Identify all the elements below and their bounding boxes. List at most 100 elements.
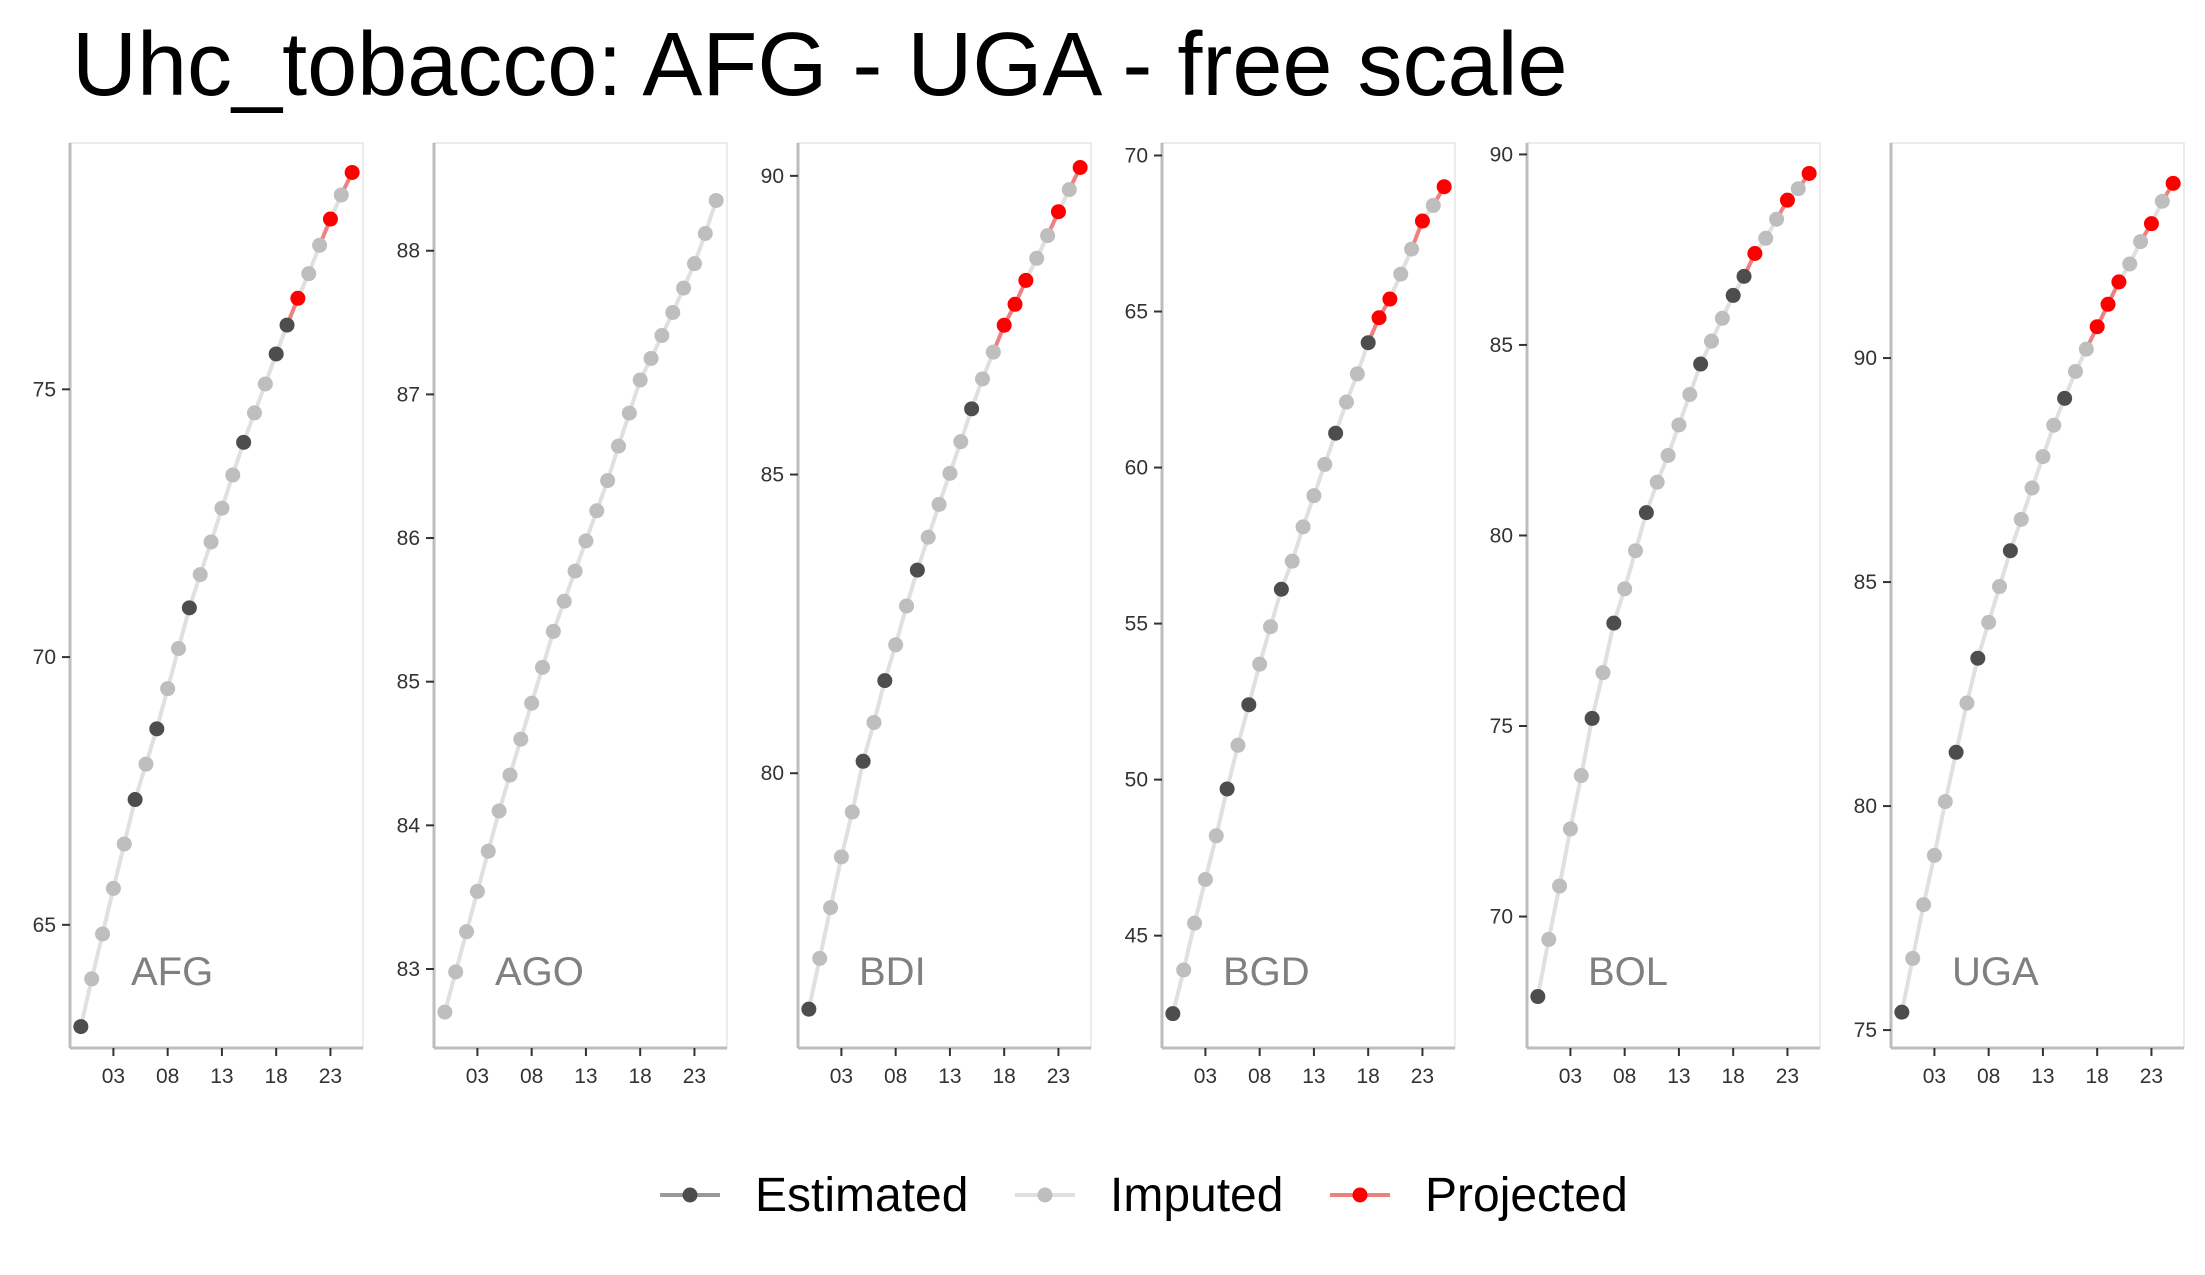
- data-point-imputed: [491, 803, 507, 819]
- y-tick-label: 85: [761, 464, 784, 487]
- data-point-imputed: [105, 880, 121, 896]
- data-point-imputed: [171, 641, 187, 657]
- data-point-estimated: [279, 317, 295, 333]
- data-point-imputed: [1992, 579, 2008, 595]
- y-tick-label: 90: [1854, 347, 1877, 370]
- data-point-imputed: [686, 256, 702, 272]
- panel-label: AGO: [495, 950, 584, 994]
- data-point-projected: [2165, 175, 2181, 191]
- data-point-imputed: [567, 563, 583, 579]
- y-tick-label: 75: [1854, 1019, 1877, 1042]
- y-tick-label: 55: [1125, 613, 1148, 636]
- panel-uga: 75 80 85 90 03 08 13 18 23 UGA: [1854, 142, 2185, 1088]
- data-point-projected: [2143, 216, 2159, 232]
- series-line-segment: [1568, 773, 1584, 831]
- x-tick-label: 13: [574, 1065, 597, 1088]
- data-point-imputed: [1552, 878, 1568, 894]
- data-point-imputed: [1306, 488, 1322, 504]
- data-point-imputed: [203, 534, 219, 550]
- panel-border: [797, 142, 1092, 1049]
- y-tick-label: 87: [397, 383, 420, 406]
- data-point-estimated: [181, 600, 197, 616]
- data-point-imputed: [448, 964, 464, 980]
- y-tick-label: 75: [1490, 715, 1513, 738]
- x-tick-label: 23: [319, 1065, 342, 1088]
- x-tick-label: 03: [102, 1065, 125, 1088]
- series-line-segment: [1203, 833, 1219, 882]
- series-line-segment: [817, 905, 833, 961]
- data-point-imputed: [1349, 366, 1365, 382]
- data-point-projected: [1072, 159, 1088, 175]
- data-point-imputed: [1252, 656, 1268, 672]
- data-point-imputed: [257, 376, 273, 392]
- data-point-imputed: [2122, 256, 2138, 272]
- x-tick-label: 23: [1047, 1065, 1070, 1088]
- data-point-imputed: [942, 465, 958, 481]
- data-point-estimated: [801, 1001, 817, 1017]
- data-point-imputed: [160, 681, 176, 697]
- data-point-imputed: [1573, 768, 1589, 784]
- data-point-imputed: [1425, 197, 1441, 213]
- panel-border: [1526, 142, 1821, 1049]
- data-point-imputed: [931, 496, 947, 512]
- x-tick-label: 03: [1923, 1065, 1946, 1088]
- data-point-imputed: [1595, 665, 1611, 681]
- data-point-projected: [322, 211, 338, 227]
- data-point-projected: [1747, 246, 1763, 262]
- panel-bgd: 45 50 55 60 65 70 03 08 13 18 23 BGD: [1125, 142, 1456, 1088]
- data-point-estimated: [1638, 505, 1654, 521]
- data-point-estimated: [855, 753, 871, 769]
- data-point-imputed: [524, 695, 540, 711]
- y-tick-label: 88: [397, 240, 420, 263]
- data-point-imputed: [2046, 417, 2062, 433]
- data-point-imputed: [84, 971, 100, 987]
- y-tick-label: 70: [1125, 144, 1148, 167]
- data-point-projected: [344, 164, 360, 180]
- y-tick-label: 85: [397, 671, 420, 694]
- legend-item-projected: Projected: [1330, 1169, 1628, 1222]
- x-tick-label: 03: [1559, 1065, 1582, 1088]
- y-tick-label: 60: [1125, 457, 1148, 480]
- data-point-imputed: [1230, 737, 1246, 753]
- data-point-estimated: [877, 673, 893, 689]
- x-tick-label: 18: [2086, 1065, 2109, 1088]
- data-point-imputed: [1562, 821, 1578, 837]
- data-point-imputed: [823, 900, 839, 916]
- data-point-estimated: [2057, 390, 2073, 406]
- data-point-imputed: [643, 350, 659, 366]
- panel-border: [1890, 142, 2185, 1049]
- x-tick-label: 23: [2140, 1065, 2163, 1088]
- data-point-imputed: [502, 767, 518, 783]
- y-tick-label: 45: [1125, 925, 1148, 948]
- x-tick-label: 13: [938, 1065, 961, 1088]
- panel-label: AFG: [131, 950, 213, 994]
- y-tick-label: 85: [1490, 334, 1513, 357]
- data-point-imputed: [2078, 341, 2094, 357]
- data-point-imputed: [974, 371, 990, 387]
- series-line-segment: [1600, 621, 1616, 675]
- x-tick-label: 23: [1411, 1065, 1434, 1088]
- legend-key-point: [1037, 1187, 1053, 1203]
- data-point-imputed: [1393, 266, 1409, 282]
- series-line-segment: [850, 759, 866, 815]
- data-point-imputed: [246, 405, 262, 421]
- series-line-segment: [122, 797, 138, 846]
- panel-border: [433, 142, 728, 1049]
- legend-item-imputed: Imputed: [1015, 1169, 1283, 1222]
- data-point-imputed: [1758, 230, 1774, 246]
- data-point-imputed: [621, 405, 637, 421]
- series-line-segment: [1964, 656, 1980, 706]
- series-line-segment: [1943, 750, 1959, 804]
- series-line-segment: [1899, 956, 1915, 1015]
- data-point-imputed: [953, 434, 969, 450]
- legend-label: Imputed: [1110, 1169, 1283, 1222]
- data-point-projected: [996, 317, 1012, 333]
- series-line-segment: [78, 976, 94, 1029]
- data-point-imputed: [2024, 480, 2040, 496]
- data-point-imputed: [1703, 333, 1719, 349]
- data-point-estimated: [1241, 697, 1257, 713]
- data-point-imputed: [1284, 553, 1300, 569]
- data-point-imputed: [1926, 847, 1942, 863]
- data-point-projected: [2100, 296, 2116, 312]
- series-line-segment: [1932, 799, 1948, 858]
